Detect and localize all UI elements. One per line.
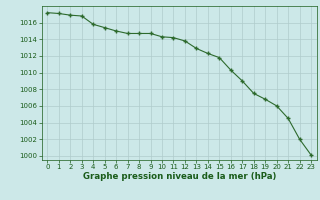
X-axis label: Graphe pression niveau de la mer (hPa): Graphe pression niveau de la mer (hPa) <box>83 172 276 181</box>
